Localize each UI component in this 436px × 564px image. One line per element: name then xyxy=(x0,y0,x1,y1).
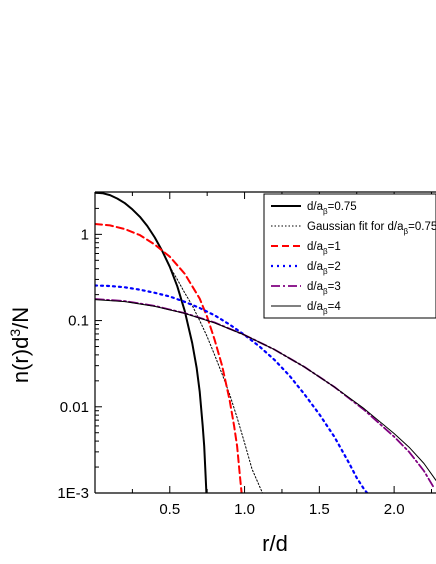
legend-label-2: Gaussian fit for d/aβ=0.75 xyxy=(307,221,436,236)
legend-label-1: d/aβ=0.75 xyxy=(307,201,357,216)
y-axis-title: n(r)d3/N xyxy=(7,307,33,383)
y-axis-title-sup: 3 xyxy=(7,329,23,337)
x-tick-label: 0.5 xyxy=(159,501,180,518)
series-line-1 xyxy=(95,192,208,493)
series-line-6 xyxy=(95,299,436,481)
y-tick-label: 0.01 xyxy=(60,399,89,416)
legend: d/aβ=0.75 Gaussian fit for d/aβ=0.75 d/aβ=… xyxy=(263,193,436,319)
y-axis-title-base: n(r)d xyxy=(8,337,33,383)
x-axis-title: r/d xyxy=(262,531,288,556)
y-axis-title-tail: /N xyxy=(8,307,33,329)
series-layer xyxy=(95,192,436,493)
y-tick-label: 0.1 xyxy=(68,313,89,330)
x-tick-label: 1.0 xyxy=(234,501,255,518)
legend-box xyxy=(263,193,436,319)
y-tick-label: 1 xyxy=(81,226,89,243)
series-line-2 xyxy=(169,266,263,493)
legend-label-6: d/aβ=4 xyxy=(307,301,341,316)
axes-layer: 0.5 1.0 1.5 2.0 1E-3 0.01 0.1 1 xyxy=(57,191,436,518)
x-tick-label: 2.0 xyxy=(384,501,405,518)
legend-label-4: d/aβ=2 xyxy=(307,261,341,276)
legend-label-3: d/aβ=1 xyxy=(307,241,341,256)
series-line-5 xyxy=(95,298,434,488)
x-tick-label: 1.5 xyxy=(309,501,330,518)
y-tick-label: 1E-3 xyxy=(57,485,89,502)
series-line-4 xyxy=(95,284,369,493)
legend-label-5: d/aβ=3 xyxy=(307,281,341,296)
series-line-3 xyxy=(95,223,243,493)
